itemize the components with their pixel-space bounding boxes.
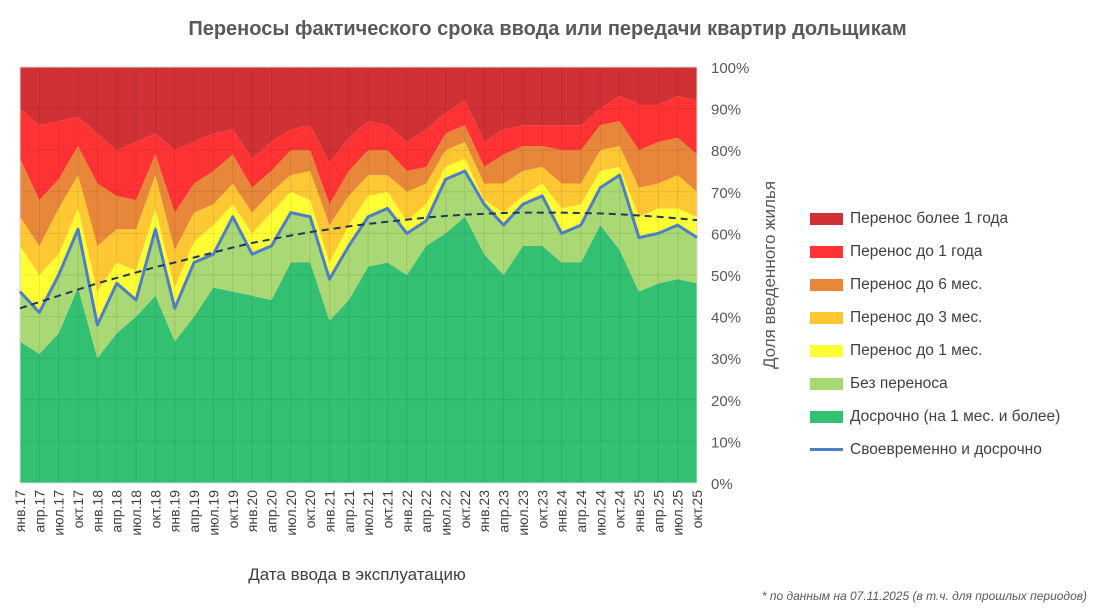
x-tick-label: янв.25 bbox=[631, 490, 647, 532]
area-4 bbox=[20, 141, 697, 292]
legend-label: Перенос более 1 года bbox=[850, 209, 1009, 227]
x-tick-label: окт.24 bbox=[612, 490, 628, 529]
x-tick-label: окт.20 bbox=[302, 490, 318, 529]
x-tick-label: янв.22 bbox=[399, 490, 415, 532]
x-tick-label: июл.25 bbox=[670, 490, 686, 536]
legend-label: Перенос до 1 мес. bbox=[850, 341, 983, 359]
trend-line bbox=[19, 211, 698, 310]
legend-swatch bbox=[810, 344, 843, 357]
legend-item: Без переноса bbox=[810, 367, 1060, 400]
legend-item: Перенос до 1 года bbox=[810, 235, 1060, 268]
legend-item: Перенос более 1 года bbox=[810, 202, 1060, 235]
x-tick-label: окт.18 bbox=[147, 490, 163, 529]
x-tick-label: июл.17 bbox=[51, 490, 67, 536]
x-tick-label: апр.19 bbox=[186, 490, 202, 533]
x-tick-label: янв.21 bbox=[321, 490, 337, 532]
x-tick-label: янв.18 bbox=[89, 490, 105, 532]
area-1 bbox=[20, 216, 697, 483]
line-on-time-and-early bbox=[18, 169, 698, 327]
y-tick-label: 80% bbox=[711, 143, 741, 160]
legend-item: Перенос до 1 мес. bbox=[810, 334, 1060, 367]
legend-label: Без переноса bbox=[850, 374, 948, 392]
area-5 bbox=[20, 121, 697, 251]
legend-item: Перенос до 3 мес. bbox=[810, 301, 1060, 334]
area-7 bbox=[20, 67, 697, 163]
x-tick-label: окт.22 bbox=[457, 490, 473, 529]
legend: Перенос более 1 года Перенос до 1 года Пер… bbox=[810, 202, 1060, 466]
x-tick-label: окт.21 bbox=[380, 490, 396, 529]
y-axis-title: Доля введенного жилья bbox=[760, 180, 779, 370]
x-tick-label: июл.23 bbox=[515, 490, 531, 536]
x-tick-label: июл.21 bbox=[360, 490, 376, 536]
legend-label: Перенос до 3 мес. bbox=[850, 308, 983, 326]
footnote: * по данным на 07.11.2025 (в т.ч. для пр… bbox=[761, 589, 1087, 603]
legend-line-swatch bbox=[810, 448, 843, 451]
x-tick-label: июл.18 bbox=[128, 490, 144, 536]
x-tick-label: окт.25 bbox=[689, 490, 705, 529]
x-tick-label: апр.25 bbox=[650, 490, 666, 533]
y-tick-label: 40% bbox=[711, 310, 741, 327]
y-tick-label: 0% bbox=[711, 476, 733, 493]
legend-item: Своевременно и досрочно bbox=[810, 433, 1060, 466]
y-tick-label: 10% bbox=[711, 434, 741, 451]
chart-title: Переносы фактического срока ввода или пе… bbox=[188, 18, 907, 40]
y-tick-label: 100% bbox=[711, 60, 749, 77]
x-tick-label: июл.22 bbox=[438, 490, 454, 536]
legend-item: Перенос до 6 мес. bbox=[810, 268, 1060, 301]
x-tick-label: окт.19 bbox=[225, 490, 241, 529]
legend-swatch bbox=[810, 377, 843, 390]
x-tick-label: янв.20 bbox=[244, 490, 260, 532]
x-axis-title: Дата ввода в эксплуатацию bbox=[248, 565, 466, 584]
x-tick-label: апр.20 bbox=[263, 490, 279, 533]
y-tick-label: 70% bbox=[711, 185, 741, 202]
area-3 bbox=[20, 158, 697, 325]
x-tick-label: апр.21 bbox=[341, 490, 357, 533]
y-tick-label: 20% bbox=[711, 393, 741, 410]
x-tick-label: июл.19 bbox=[205, 490, 221, 536]
legend-label: Досрочно (на 1 мес. и более) bbox=[850, 407, 1061, 425]
legend-swatch bbox=[810, 410, 843, 423]
x-tick-label: апр.24 bbox=[573, 490, 589, 533]
x-tick-label: окт.17 bbox=[70, 490, 86, 529]
legend-swatch bbox=[810, 311, 843, 324]
x-tick-label: янв.24 bbox=[554, 490, 570, 532]
x-tick-label: янв.19 bbox=[167, 490, 183, 532]
y-tick-label: 50% bbox=[711, 268, 741, 285]
y-tick-label: 90% bbox=[711, 102, 741, 119]
x-tick-label: янв.17 bbox=[12, 490, 28, 532]
area-6 bbox=[20, 96, 697, 213]
legend-item: Досрочно (на 1 мес. и более) bbox=[810, 400, 1060, 433]
legend-swatch bbox=[810, 278, 843, 291]
plot-border bbox=[19, 66, 698, 484]
y-tick-label: 60% bbox=[711, 226, 741, 243]
x-tick-label: апр.18 bbox=[109, 490, 125, 533]
legend-swatch bbox=[810, 212, 843, 225]
x-tick-label: апр.17 bbox=[31, 490, 47, 533]
legend-label: Перенос до 1 года bbox=[850, 242, 983, 260]
y-tick-label: 30% bbox=[711, 351, 741, 368]
x-tick-label: янв.23 bbox=[476, 490, 492, 532]
x-tick-label: июл.20 bbox=[283, 490, 299, 536]
legend-label: Своевременно и досрочно bbox=[850, 440, 1042, 458]
legend-label: Перенос до 6 мес. bbox=[850, 275, 983, 293]
x-tick-label: апр.22 bbox=[418, 490, 434, 533]
area-2 bbox=[20, 171, 697, 359]
x-tick-label: апр.23 bbox=[496, 490, 512, 533]
x-tick-label: окт.23 bbox=[534, 490, 550, 529]
legend-swatch bbox=[810, 245, 843, 258]
x-tick-label: июл.24 bbox=[592, 490, 608, 536]
